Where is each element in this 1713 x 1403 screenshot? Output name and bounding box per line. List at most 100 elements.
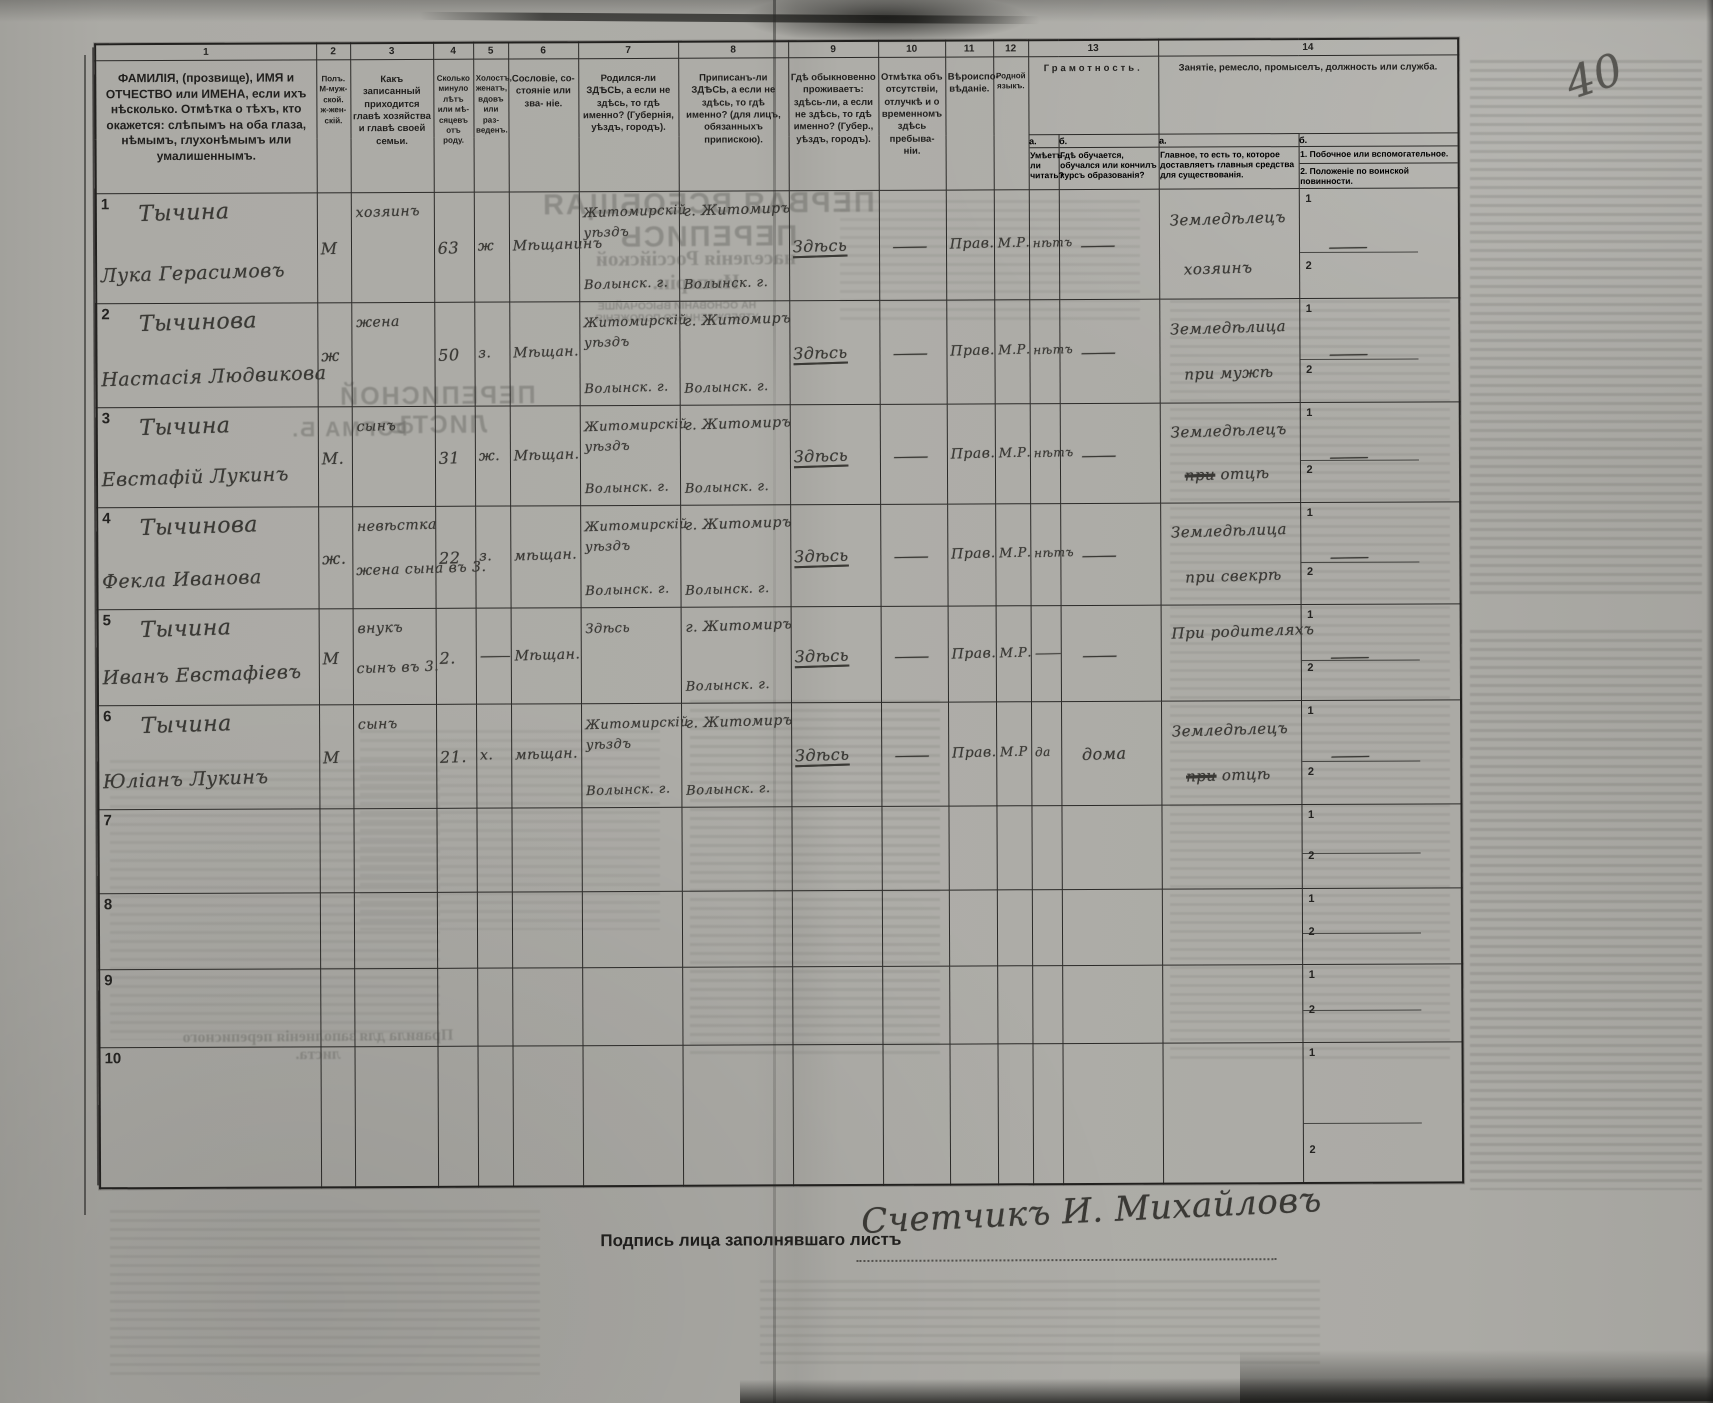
cell-religion: [949, 1043, 999, 1185]
cell-birthplace: Житомирскій уѣздъ Волынск. г.: [581, 703, 689, 808]
cell-occupation-side: 1 — 2: [1300, 603, 1461, 701]
side-cell-divider: [1303, 1122, 1422, 1125]
occupation-second-line: отцѣ: [1220, 765, 1271, 785]
row-number: 5: [102, 612, 112, 630]
table-row: 1 Тычина Лука Герасимовъ М хозяинъ 63 ж …: [95, 187, 1460, 304]
col-num-12: 12: [993, 40, 1029, 57]
cell-occupation-main: Земледѣлецъ при отцѣ: [1161, 700, 1302, 806]
given-name-handwriting: Иванъ Евстафіевъ: [102, 660, 302, 690]
cell-literacy-read: [1031, 805, 1062, 890]
printed-digit-2: 2: [1308, 850, 1315, 863]
bleedthrough-text-col14: [1170, 300, 1450, 1060]
printed-digit-2: 2: [1309, 1143, 1316, 1156]
header-cell-residence: Гдѣ обыкновенно проживаетъ: здѣсь-ли, а …: [788, 57, 879, 191]
struck-word: при: [1183, 465, 1215, 485]
occupation-b-label: б.: [1299, 133, 1458, 148]
cell-literacy-read: нѣтъ: [1028, 189, 1072, 300]
table-row: 9: [99, 963, 1463, 1048]
signature-label: Подпись лица заполнявшаго листъ: [600, 1229, 902, 1251]
cell-occupation-side: 1 2: [1301, 803, 1462, 889]
cell-language: [996, 805, 1032, 890]
cell-literacy-read: нѣтъ: [1029, 299, 1073, 404]
cell-literacy-read: нѣтъ: [1030, 503, 1074, 606]
cell-relation: жена: [351, 302, 435, 407]
cell-residence: [792, 1044, 884, 1185]
spine-crease: [773, 0, 776, 1403]
census-table-head: 1 2 3 4 5 6 7 8 9 10 11 12 13 14 ФАМИЛІЯ…: [95, 38, 1459, 194]
sheet-left-edge: [84, 55, 86, 1215]
cell-sex: М: [316, 192, 352, 303]
cell-age: 21.: [436, 704, 477, 809]
printed-digit-1: 1: [1305, 303, 1312, 316]
given-name-handwriting: Евстафій Лукинъ: [101, 463, 290, 492]
cell-literacy-read: [1032, 965, 1063, 1044]
cell-occupation-main: [1162, 1042, 1304, 1184]
cell-estate: [512, 967, 583, 1047]
cell-absence: —: [881, 702, 949, 807]
header-cell-occupation-a: а. Главное, то есть то, которое доставля…: [1158, 133, 1299, 190]
col-num-2: 2: [316, 43, 351, 60]
cell-literacy-school: [1062, 1043, 1164, 1184]
cell-absence: —: [880, 504, 948, 607]
table-row: 8: [98, 887, 1463, 970]
literacy-b-text: Гдѣ обучается, обучался или кончилъ курс…: [1060, 149, 1157, 181]
cell-name: 4 Тычинова Фекла Иванова: [97, 506, 319, 610]
cell-language: [996, 889, 1033, 966]
cell-birthplace: Житомирскій уѣздъ Волынск. г.: [579, 301, 687, 406]
side-occupation-dash: —: [1326, 236, 1371, 258]
literacy-a-label: а.: [1029, 135, 1059, 149]
cell-birthplace: [581, 891, 683, 968]
cell-relation: хозяинъ: [350, 192, 435, 303]
surname-handwriting: Тычина: [138, 199, 230, 228]
cell-residence: [792, 966, 883, 1045]
cell-estate: Мѣщан.: [509, 405, 581, 507]
header-cell-age: Сколько минуло лѣтъ или мѣ- сяцевъ отъ р…: [433, 59, 474, 193]
cell-estate: мѣщан.: [510, 505, 581, 609]
cell-literacy-school: —: [1059, 299, 1160, 404]
cell-age: 63: [433, 192, 475, 303]
occupation-a-text: Главное, то есть то, которое доставляетъ…: [1160, 149, 1295, 180]
bleedthrough-text-header-gap: [840, 200, 1140, 320]
signature-row: Подпись лица заполнявшаго листъ Счетчикъ…: [600, 1180, 1323, 1277]
cell-relation: [353, 892, 438, 969]
side-occupation-dash: —: [1328, 745, 1373, 768]
cell-absence: —: [879, 300, 947, 405]
cell-religion: Прав.: [947, 503, 996, 607]
cell-religion: [949, 965, 998, 1045]
printed-digit-1: 1: [1308, 893, 1315, 906]
printed-digit-2: 2: [1307, 766, 1314, 779]
surname-handwriting: Тычинова: [139, 512, 259, 542]
printed-digit-2: 2: [1308, 1004, 1316, 1017]
printed-digit-1: 1: [1307, 705, 1314, 718]
table-row: 2 Тычинова Настасія Людвикова ж жена 50 …: [96, 297, 1460, 408]
occupation-b2-text: 2. Положеніе по воинской повинности.: [1299, 162, 1458, 189]
cell-absence: [881, 806, 949, 891]
printed-digit-1: 1: [1307, 809, 1315, 822]
bleedthrough-text-right-margin-lower: [1470, 630, 1702, 1190]
cell-sex: [319, 892, 355, 969]
occupation-b1-text: 1. Побочное или вспомогательное.: [1300, 148, 1449, 160]
printed-digit-1: 1: [1308, 969, 1315, 982]
cell-religion: [948, 805, 997, 891]
cell-occupation-main: [1161, 804, 1302, 890]
cell-age: 31: [434, 406, 476, 507]
cell-sex: М: [319, 704, 354, 809]
cell-occupation-side: 1 — 2: [1301, 699, 1462, 805]
cell-sex: [320, 968, 355, 1047]
folio-number: 40: [1559, 43, 1630, 110]
bleedthrough-text-col3-6: [360, 730, 660, 930]
printed-digit-1: 1: [1307, 609, 1314, 622]
cell-literacy-read: [1031, 889, 1063, 966]
occupation-a-label: а.: [1159, 134, 1299, 148]
cell-birthplace: [581, 807, 682, 892]
cell-marital: з.: [475, 506, 511, 609]
cell-registration: [682, 1044, 794, 1186]
cell-marital: х.: [476, 704, 512, 809]
header-cell-name: ФАМИЛІЯ, (прозвище), ИМЯ и ОТЧЕСТВО или …: [95, 59, 317, 194]
cell-occupation-main: [1161, 888, 1303, 966]
side-cell-divider: [1302, 1009, 1422, 1011]
cell-relation: [354, 1046, 439, 1187]
cell-sex: М.: [317, 406, 353, 507]
cell-residence: Здѣсь: [790, 606, 882, 703]
